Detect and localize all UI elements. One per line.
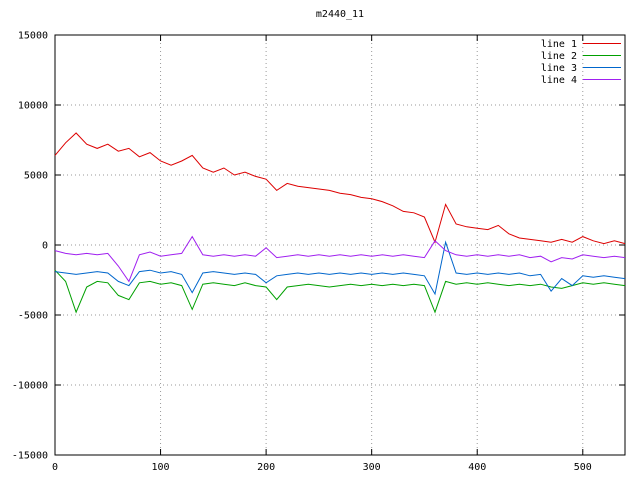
x-tick-label: 500 <box>574 462 592 473</box>
y-tick-label: 5000 <box>24 171 48 182</box>
x-tick-label: 200 <box>257 462 275 473</box>
y-tick-label: -5000 <box>18 311 48 322</box>
chart-title: m2440_11 <box>316 9 364 20</box>
x-tick-label: 100 <box>152 462 170 473</box>
series-line-2 <box>54 269 626 314</box>
legend-label: line 1 <box>541 39 577 50</box>
y-tick-label: -10000 <box>12 381 48 392</box>
y-tick-label: -15000 <box>12 451 48 462</box>
legend-label: line 2 <box>541 51 577 62</box>
x-tick-label: 300 <box>363 462 381 473</box>
x-tick-label: 0 <box>52 462 58 473</box>
plot-border <box>54 34 626 456</box>
y-tick-label: 15000 <box>18 31 48 42</box>
legend-label: line 3 <box>541 63 577 74</box>
y-tick-label: 0 <box>42 241 48 252</box>
series-line-4 <box>54 235 626 283</box>
y-tick-label: 10000 <box>18 101 48 112</box>
x-tick-label: 400 <box>468 462 486 473</box>
series-line-1 <box>54 132 626 245</box>
series-line-3 <box>54 240 626 296</box>
legend-label: line 4 <box>541 75 577 86</box>
